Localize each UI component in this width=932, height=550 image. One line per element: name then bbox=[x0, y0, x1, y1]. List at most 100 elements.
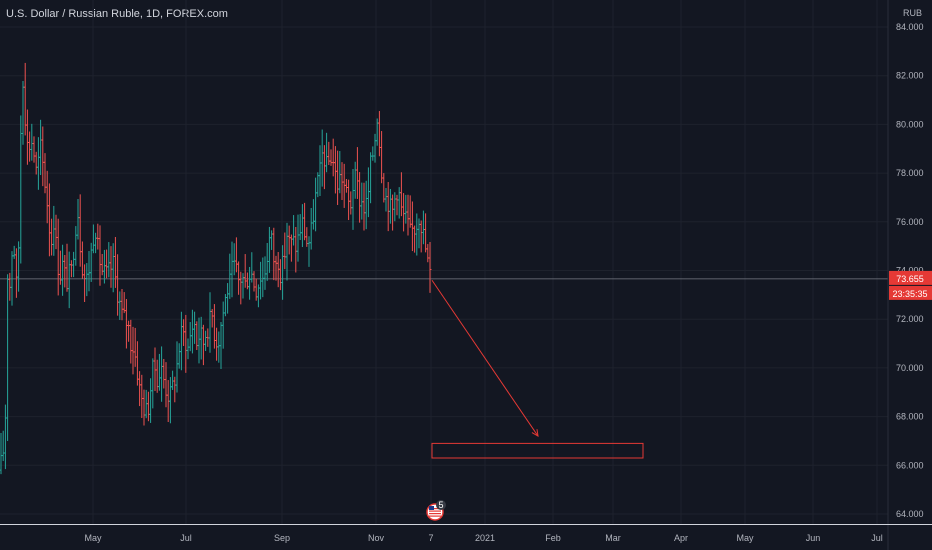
price-tick-label: 72.000 bbox=[896, 314, 924, 324]
time-tick-label: Sep bbox=[274, 533, 290, 543]
ohlc-bar bbox=[45, 170, 49, 224]
countdown-value: 23:35:35 bbox=[892, 289, 927, 299]
events-count-bubble bbox=[436, 500, 446, 510]
price-tick-label: 80.000 bbox=[896, 119, 924, 129]
ohlc-bar bbox=[386, 182, 390, 232]
ohlc-bar bbox=[329, 149, 333, 166]
ohlc-bar bbox=[320, 129, 324, 187]
ohlc-bar bbox=[184, 314, 188, 373]
ohlc-bar bbox=[272, 227, 276, 281]
ohlc-bar bbox=[311, 199, 315, 230]
ohlc-bar bbox=[274, 255, 278, 281]
ohlc-bar bbox=[138, 371, 142, 407]
ohlc-bar bbox=[340, 162, 344, 201]
ohlc-bar bbox=[111, 243, 115, 293]
grid-lines bbox=[0, 0, 888, 524]
ohlc-bar bbox=[219, 321, 223, 369]
ohlc-bar bbox=[179, 311, 183, 371]
ohlc-bar bbox=[369, 152, 373, 204]
time-tick-label: Apr bbox=[674, 533, 688, 543]
price-tick-label: 70.000 bbox=[896, 363, 924, 373]
ohlc-bar bbox=[230, 241, 234, 298]
ohlc-bar bbox=[102, 249, 106, 284]
ohlc-bar bbox=[10, 251, 14, 306]
ohlc-bar bbox=[6, 274, 10, 441]
ohlc-bar bbox=[283, 232, 287, 270]
ohlc-bar bbox=[234, 237, 238, 273]
ohlc-bar bbox=[417, 218, 421, 249]
ohlc-bar bbox=[175, 341, 179, 393]
ohlc-bar bbox=[371, 146, 375, 161]
time-tick-label: May bbox=[736, 533, 754, 543]
ohlc-bar bbox=[397, 187, 401, 219]
ohlc-bar bbox=[160, 346, 164, 402]
ohlc-bar bbox=[32, 136, 36, 163]
ohlc-bar bbox=[377, 111, 381, 157]
ohlc-bar bbox=[162, 358, 166, 389]
target-box[interactable] bbox=[431, 442, 644, 459]
ohlc-bar bbox=[188, 322, 192, 352]
ohlc-bar bbox=[212, 304, 216, 349]
ohlc-bar bbox=[14, 248, 18, 298]
ohlc-bar bbox=[65, 243, 69, 292]
ohlc-bar bbox=[300, 204, 304, 248]
time-axis: May Jul Sep Nov 7 2021 Feb Mar Apr May Jun Jul bbox=[0, 524, 932, 543]
ohlc-bar bbox=[34, 151, 38, 175]
ohlc-bar bbox=[307, 236, 311, 267]
ohlc-bar bbox=[133, 327, 137, 367]
ohlc-bar bbox=[217, 331, 221, 363]
ohlc-bar bbox=[171, 370, 175, 391]
ohlc-bar bbox=[221, 301, 225, 349]
ohlc-bar bbox=[353, 161, 357, 199]
ohlc-bar bbox=[399, 172, 403, 217]
ohlc-bar bbox=[193, 311, 197, 344]
arrow-head bbox=[531, 429, 539, 438]
ohlc-bar bbox=[85, 263, 89, 297]
ohlc-bar bbox=[36, 137, 40, 190]
ohlc-bar bbox=[415, 213, 419, 256]
ohlc-bar bbox=[109, 246, 113, 288]
ohlc-bar bbox=[47, 183, 51, 257]
ohlc-bar bbox=[322, 145, 326, 190]
ohlc-bar bbox=[408, 195, 412, 228]
ohlc-bar bbox=[28, 131, 32, 162]
price-tick-label: 78.000 bbox=[896, 168, 924, 178]
ohlc-bar bbox=[391, 194, 395, 231]
last-price-value: 73.655 bbox=[896, 274, 924, 284]
time-tick-label: Nov bbox=[368, 533, 385, 543]
price-tick-label: 74.000 bbox=[896, 266, 924, 276]
ohlc-bar bbox=[63, 255, 67, 288]
ohlc-bar bbox=[428, 241, 432, 293]
trend-arrow[interactable] bbox=[431, 279, 539, 437]
ohlc-bar bbox=[289, 234, 293, 262]
ohlc-bar bbox=[131, 326, 135, 375]
ohlc-bar bbox=[331, 138, 335, 177]
ohlc-bar bbox=[100, 253, 104, 276]
ohlc-bar bbox=[3, 404, 7, 470]
ohlc-bar bbox=[278, 259, 282, 291]
time-tick-label: Jul bbox=[180, 533, 192, 543]
ohlc-bar bbox=[263, 256, 267, 290]
ohlc-bar bbox=[347, 179, 351, 221]
ohlc-bar bbox=[201, 324, 205, 366]
ohlc-bar bbox=[199, 316, 203, 360]
ohlc-bar bbox=[54, 214, 58, 250]
price-axis: 84.000 82.000 80.000 78.000 76.000 74.000 72.0… bbox=[887, 0, 924, 550]
ohlc-bar bbox=[78, 194, 82, 267]
last-price-tag: 73.655 23:35:35 bbox=[889, 270, 932, 300]
ohlc-bar bbox=[270, 230, 274, 250]
ohlc-bar bbox=[358, 172, 362, 223]
ohlc-bar bbox=[164, 362, 168, 408]
price-tick-label: 82.000 bbox=[896, 71, 924, 81]
ohlc-bar bbox=[250, 252, 254, 283]
countdown-box bbox=[889, 285, 932, 300]
ohlc-bar bbox=[241, 273, 245, 299]
time-tick-label: 2021 bbox=[475, 533, 495, 543]
ohlc-bar bbox=[21, 80, 25, 145]
ohlc-bar bbox=[402, 193, 406, 232]
ohlc-bar bbox=[388, 188, 392, 224]
events-badge[interactable]: 5 bbox=[426, 500, 446, 521]
ohlc-bar bbox=[292, 215, 296, 246]
ohlc-bar bbox=[285, 222, 289, 281]
